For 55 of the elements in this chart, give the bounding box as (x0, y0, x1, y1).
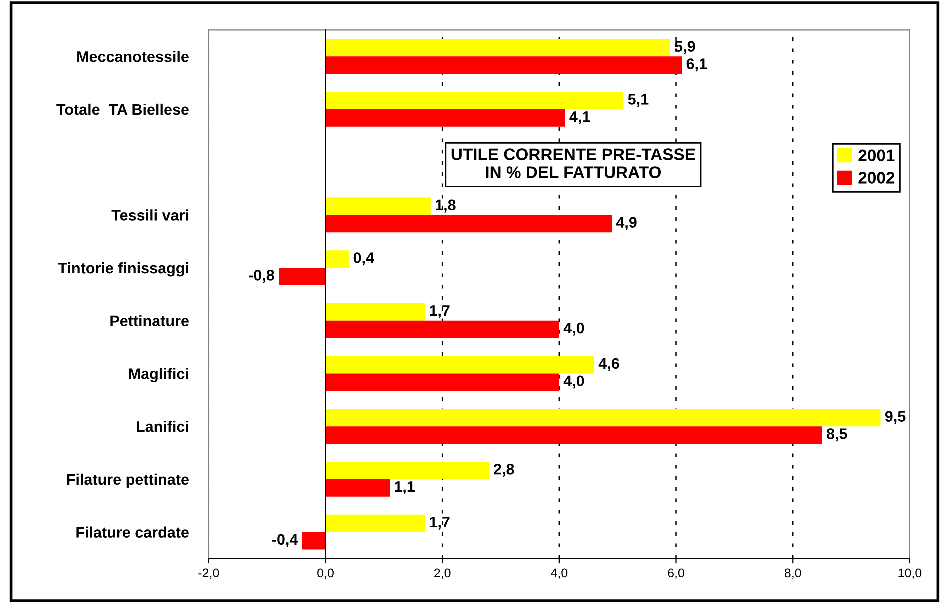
y-tick-label: Tessili vari (112, 210, 188, 221)
bar (326, 409, 881, 427)
y-tick-label: Meccanotessile (78, 51, 189, 62)
bar (326, 109, 566, 127)
x-tick-label: 8,0 (784, 568, 802, 580)
bar (326, 39, 670, 57)
y-tick-label: Filature cardate (76, 526, 189, 538)
data-label: 4,0 (564, 322, 584, 336)
data-label: 8,5 (826, 428, 848, 442)
data-label: 6,1 (686, 58, 708, 72)
y-tick-label: Tintorie finissaggi (58, 262, 188, 277)
bar (326, 215, 612, 233)
data-label: 5,9 (675, 41, 696, 54)
y-tick-label: Totale TA Biellese (56, 104, 189, 116)
data-label: 1,8 (436, 200, 456, 213)
bar (279, 268, 326, 286)
data-label: 4,9 (616, 217, 637, 230)
bar (326, 320, 560, 338)
bar (326, 462, 490, 480)
y-tick-label: Lanifici (137, 421, 188, 432)
data-label: 9,5 (885, 411, 906, 424)
bar (302, 532, 326, 550)
legend-label: 2001 (858, 150, 895, 162)
x-tick-label: 10,0 (898, 568, 922, 580)
bar (326, 479, 390, 497)
bar (326, 250, 350, 268)
data-label: 1,7 (430, 516, 450, 530)
data-label: 4,1 (570, 112, 590, 125)
bar (326, 56, 682, 74)
y-tick-label: Maglifici (129, 368, 188, 382)
x-tick-label: 6,0 (668, 568, 684, 580)
data-label: 0,4 (354, 252, 374, 266)
bar (326, 356, 594, 374)
bar (326, 374, 560, 392)
text: UTILE CORRENTE PRE-TASSE IN % DEL FATTURATO (452, 148, 696, 178)
x-tick-label: -2,0 (198, 568, 220, 580)
legend-label: 2002 (858, 172, 895, 184)
bar (326, 92, 624, 110)
x-tick-label: 2,0 (434, 568, 451, 580)
data-label: -0,8 (249, 270, 274, 284)
data-label: 1,7 (430, 306, 450, 318)
x-tick-label: 0,0 (318, 568, 334, 580)
data-label: 2,8 (494, 464, 514, 478)
data-label: 4,6 (598, 358, 620, 372)
bar (326, 303, 426, 321)
data-label: 4,0 (564, 376, 584, 389)
bar (326, 514, 426, 532)
y-tick-label: Pettinature (110, 315, 189, 327)
data-label: 5,1 (628, 94, 649, 108)
data-label: 1,1 (395, 482, 415, 494)
bar (326, 426, 822, 444)
bar (326, 198, 431, 216)
x-tick-label: 4,0 (551, 568, 568, 580)
data-label: -0,4 (272, 534, 298, 548)
y-tick-label: Filature pettinate (67, 474, 189, 488)
